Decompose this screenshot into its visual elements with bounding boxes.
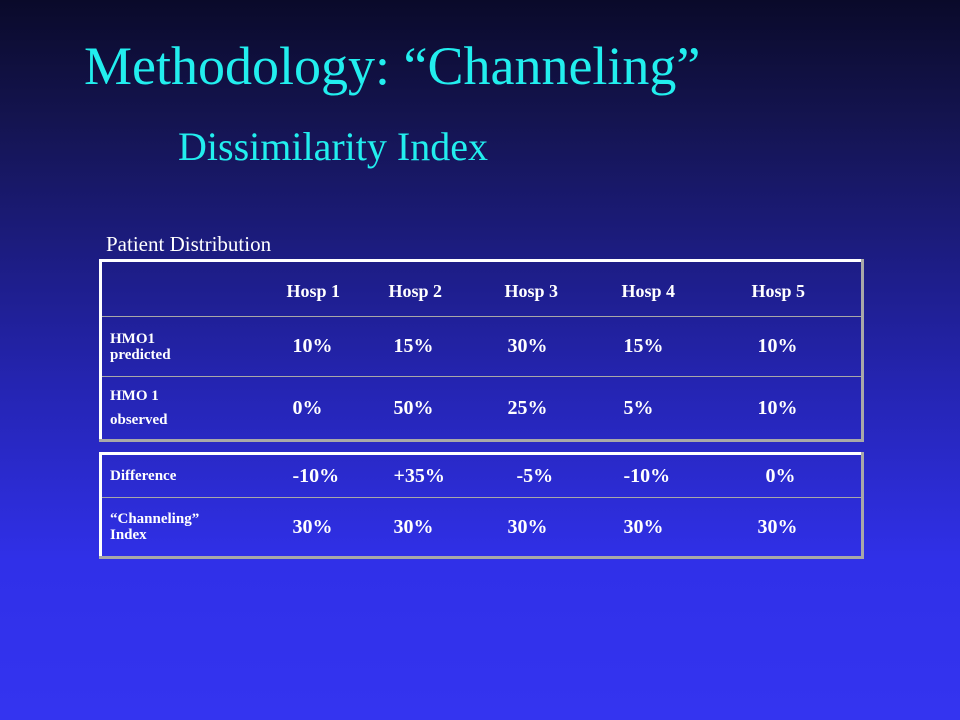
row-label-hmo1-predicted: HMO1 predicted xyxy=(100,316,251,377)
value-cell: -10% xyxy=(623,464,671,487)
table-row: HMO 1 observed 0% 50% 25% 5% 10% xyxy=(100,376,863,441)
value-cell: 30% xyxy=(484,497,602,558)
row-label-line2: observed xyxy=(110,412,168,428)
value-cell: 30% xyxy=(484,316,602,377)
value-cell: 30% xyxy=(601,497,721,558)
value-cell: +35% xyxy=(393,464,445,487)
value-cell: 15% xyxy=(601,316,721,377)
row-label-channeling-index: “Channeling” Index xyxy=(100,497,251,558)
value-cell: 25% xyxy=(484,376,602,441)
slide-subtitle: Dissimilarity Index xyxy=(178,124,488,169)
row-label-line2: predicted xyxy=(110,346,171,363)
row-label-line2: Index xyxy=(110,527,147,543)
header-hosp-1: Hosp 1 xyxy=(286,280,341,301)
header-hosp-2: Hosp 2 xyxy=(388,280,443,301)
value-cell: 15% xyxy=(368,316,485,377)
table-header-row: Hosp 1 Hosp 2 Hosp 3 Hosp 4 Hosp 5 xyxy=(101,261,863,317)
header-hosp-3: Hosp 3 xyxy=(504,280,559,301)
value-cell: 30% xyxy=(368,497,485,558)
header-hosp-5: Hosp 5 xyxy=(751,280,806,301)
table-row: HMO1 predicted 10% 15% 30% 15% 10% xyxy=(100,316,863,377)
table-row: Difference -10% +35% -5% -10% 0% xyxy=(101,454,863,498)
row-label-line1: HMO1 xyxy=(110,330,155,347)
difference-table: Difference -10% +35% -5% -10% 0% “Channe… xyxy=(99,452,864,559)
table-row: “Channeling” Index 30% 30% 30% 30% 30% xyxy=(100,497,863,558)
value-cell: 10% xyxy=(250,316,369,377)
value-cell: -10% xyxy=(292,464,340,487)
value-cell: 50% xyxy=(368,376,485,441)
value-cell: 5% xyxy=(601,376,721,441)
value-cell: -5% xyxy=(516,464,554,487)
row-label-line1: HMO 1 xyxy=(110,388,159,404)
patient-distribution-table: Hosp 1 Hosp 2 Hosp 3 Hosp 4 Hosp 5 HMO1 … xyxy=(99,259,864,442)
slide-title: Methodology: “Channeling” xyxy=(84,36,701,96)
header-hosp-4: Hosp 4 xyxy=(621,280,676,301)
value-cell: 10% xyxy=(720,376,863,441)
value-cell: 30% xyxy=(250,497,369,558)
table-caption: Patient Distribution xyxy=(106,232,272,256)
value-cell: 10% xyxy=(720,316,863,377)
header-cell-empty xyxy=(101,261,251,317)
row-label-line1: Difference xyxy=(110,468,177,484)
value-cell: 0% xyxy=(250,376,369,441)
row-label-hmo1-observed: HMO 1 observed xyxy=(100,376,251,441)
value-cell: 30% xyxy=(720,497,863,558)
value-cell: 0% xyxy=(765,464,796,487)
row-label-line1: “Channeling” xyxy=(110,511,200,527)
row-label-difference: Difference xyxy=(101,454,251,498)
